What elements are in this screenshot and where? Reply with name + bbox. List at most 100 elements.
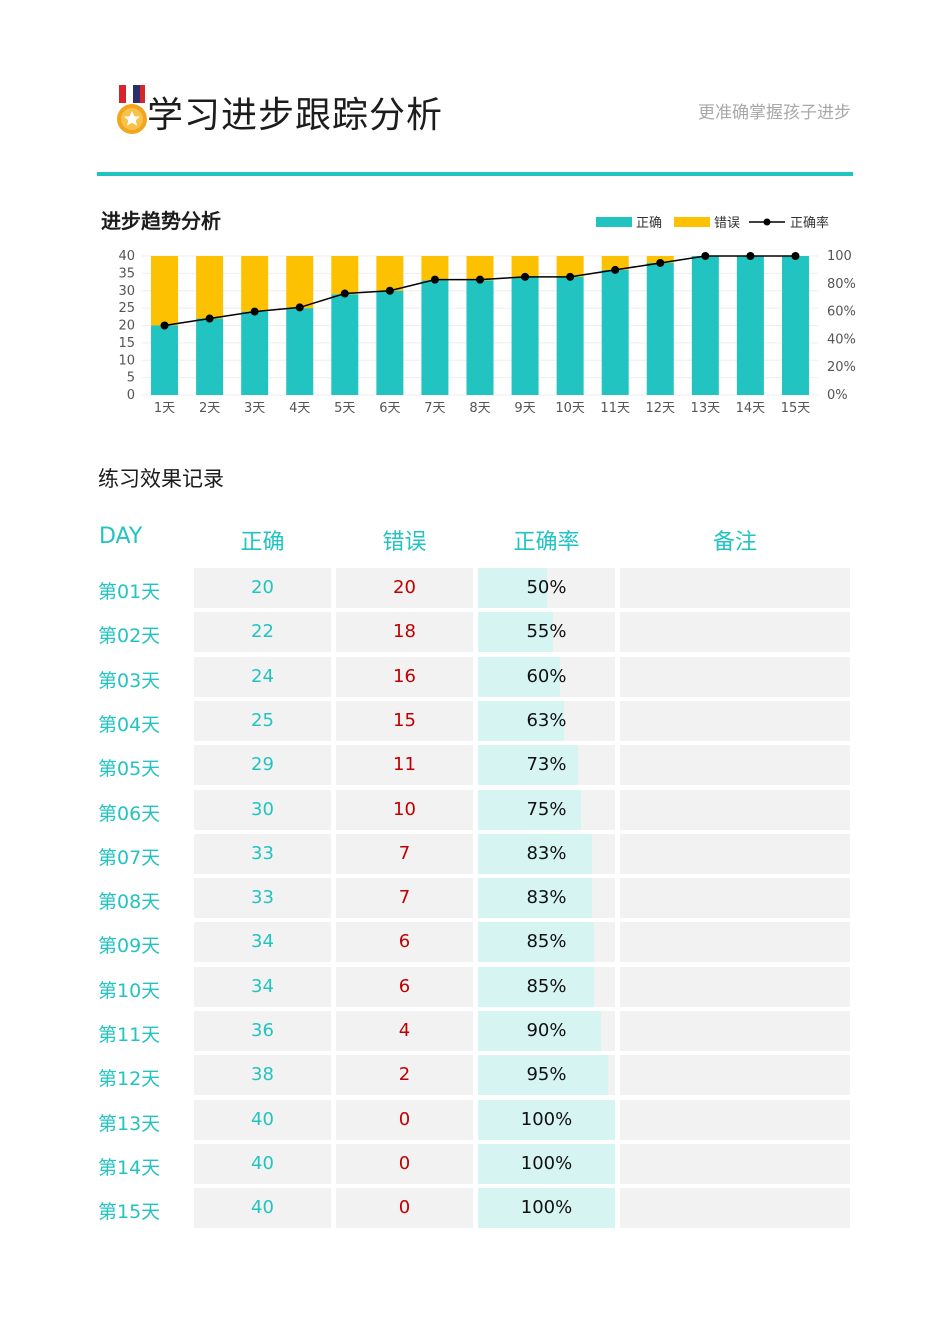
bar-wrong [376, 256, 404, 291]
rate-data-bar [478, 612, 554, 653]
x-axis-tick-label: 8天 [469, 401, 490, 416]
table-row: 第13天 40 0 100% [0, 1099, 950, 1140]
row-wrong-cell: 0 [336, 1143, 473, 1184]
medal-icon [117, 85, 147, 134]
y2-axis-tick-label: 60% [827, 305, 856, 320]
row-note-cell[interactable] [620, 966, 850, 1007]
row-note-cell[interactable] [620, 833, 850, 874]
bar-wrong [601, 256, 629, 270]
table-row: 第05天 29 11 73% [0, 745, 950, 786]
row-correct-cell: 22 [194, 612, 331, 653]
row-rate-cell: 83% [478, 833, 615, 874]
rate-data-bar [478, 789, 581, 830]
y2-axis-tick-label: 0% [827, 388, 848, 403]
rate-point [476, 275, 484, 284]
bar-correct [691, 256, 719, 395]
y-axis-tick-label: 15 [118, 336, 135, 351]
row-rate-cell: 95% [478, 1055, 615, 1096]
row-rate-cell: 55% [478, 612, 615, 653]
bar-correct [151, 325, 179, 395]
rate-data-bar [478, 1143, 615, 1184]
row-note-cell[interactable] [620, 1143, 850, 1184]
bar-correct [601, 269, 629, 395]
row-note-cell[interactable] [620, 656, 850, 697]
row-wrong-cell: 11 [336, 745, 473, 786]
x-axis-tick-label: 10天 [555, 401, 585, 416]
row-note-cell[interactable] [620, 700, 850, 741]
row-note-cell[interactable] [620, 1188, 850, 1229]
row-wrong-cell: 7 [336, 878, 473, 919]
row-rate-cell: 85% [478, 922, 615, 963]
header-rate: 正确率 [513, 530, 580, 555]
rate-data-bar [478, 966, 595, 1007]
row-note-cell[interactable] [620, 1099, 850, 1140]
rate-point [295, 303, 304, 312]
row-correct-cell: 20 [194, 568, 331, 608]
row-correct-cell: 38 [194, 1055, 331, 1096]
row-correct-cell: 25 [194, 700, 331, 741]
y-axis-tick-label: 30 [118, 284, 135, 299]
rate-point [701, 252, 710, 260]
page-header: 学习进步跟踪分析 更准确掌握孩子进步 [97, 80, 853, 140]
row-note-cell[interactable] [620, 1011, 850, 1051]
legend-label-rate: 正确率 [790, 216, 830, 231]
row-day-label: 第11天 [98, 1024, 161, 1046]
rate-data-bar [478, 922, 595, 963]
row-day-label: 第12天 [98, 1068, 161, 1091]
row-rate-value: 73% [526, 754, 567, 776]
table-row: 第07天 33 7 83% [0, 833, 950, 874]
row-wrong-cell: 18 [336, 612, 473, 653]
bar-correct [376, 290, 404, 395]
table-row: 第08天 33 7 83% [0, 878, 950, 919]
table-row: 第02天 22 18 55% [0, 612, 950, 653]
chart-title: 进步趋势分析 [101, 209, 221, 233]
table-header: DAY 正确 错误 正确率 备注 [0, 524, 950, 558]
row-note-cell[interactable] [620, 789, 850, 830]
row-note-cell[interactable] [620, 1055, 850, 1096]
rate-point [521, 272, 530, 281]
header-note: 备注 [712, 530, 757, 555]
x-axis-tick-label: 13天 [691, 401, 721, 416]
row-wrong-cell: 6 [336, 966, 473, 1007]
row-rate-cell: 100% [478, 1143, 615, 1184]
bar-wrong [151, 256, 179, 326]
row-rate-cell: 83% [478, 878, 615, 919]
rate-point [205, 314, 214, 323]
row-note-cell[interactable] [620, 745, 850, 786]
y-axis-tick-label: 10 [118, 353, 135, 368]
rate-point [160, 321, 169, 330]
row-note-cell[interactable] [620, 568, 850, 608]
x-axis-tick-label: 12天 [645, 401, 675, 416]
row-note-cell[interactable] [620, 878, 850, 919]
row-correct-cell: 40 [194, 1188, 331, 1229]
row-day-label: 第06天 [98, 802, 161, 825]
row-correct-cell: 33 [194, 878, 331, 919]
row-day-label: 第14天 [98, 1156, 161, 1179]
row-day-label: 第08天 [98, 891, 161, 914]
row-note-cell[interactable] [620, 612, 850, 653]
y2-axis-tick-label: 100 [827, 249, 852, 264]
bar-correct [196, 318, 224, 395]
rate-data-bar [478, 745, 578, 786]
legend-item-rate: 正确率 [748, 212, 829, 231]
x-axis-tick-label: 9天 [514, 401, 535, 416]
rate-data-bar [478, 568, 547, 608]
row-day-label: 第07天 [98, 846, 161, 869]
rate-data-bar [478, 878, 592, 919]
legend-item-wrong: 错误 [674, 212, 740, 231]
bar-correct [781, 256, 809, 395]
y-axis-tick-label: 40 [118, 249, 135, 264]
x-axis-tick-label: 4天 [289, 401, 310, 416]
row-rate-value: 100% [520, 1197, 573, 1219]
legend-swatch-correct [596, 216, 632, 227]
table-row: 第15天 40 0 100% [0, 1188, 950, 1229]
y-axis-tick-label: 25 [118, 301, 135, 316]
y-axis-tick-label: 35 [118, 266, 135, 281]
legend-label-wrong: 错误 [714, 216, 741, 231]
x-axis-tick-label: 5天 [334, 401, 355, 416]
row-correct-cell: 40 [194, 1143, 331, 1184]
bar-correct [646, 262, 674, 395]
row-rate-cell: 75% [478, 789, 615, 830]
row-note-cell[interactable] [620, 922, 850, 963]
legend-line-rate [749, 218, 785, 225]
